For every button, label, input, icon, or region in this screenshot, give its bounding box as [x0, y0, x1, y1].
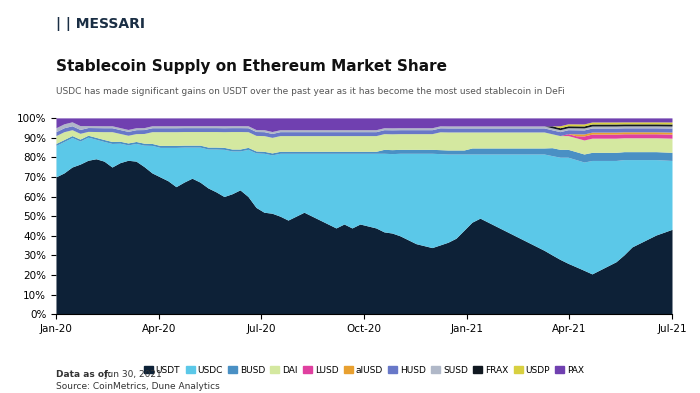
Text: Jun 30, 2021: Jun 30, 2021: [102, 370, 161, 379]
Text: Data as of:: Data as of:: [56, 370, 111, 379]
Text: Source: CoinMetrics, Dune Analytics: Source: CoinMetrics, Dune Analytics: [56, 382, 220, 391]
Legend: USDT, USDC, BUSD, DAI, LUSD, aIUSD, HUSD, SUSD, FRAX, USDP, PAX: USDT, USDC, BUSD, DAI, LUSD, aIUSD, HUSD…: [140, 362, 588, 378]
Text: | | MESSARI: | | MESSARI: [56, 17, 145, 31]
Text: USDC has made significant gains on USDT over the past year as it has become the : USDC has made significant gains on USDT …: [56, 87, 565, 96]
Text: Stablecoin Supply on Ethereum Market Share: Stablecoin Supply on Ethereum Market Sha…: [56, 59, 447, 74]
